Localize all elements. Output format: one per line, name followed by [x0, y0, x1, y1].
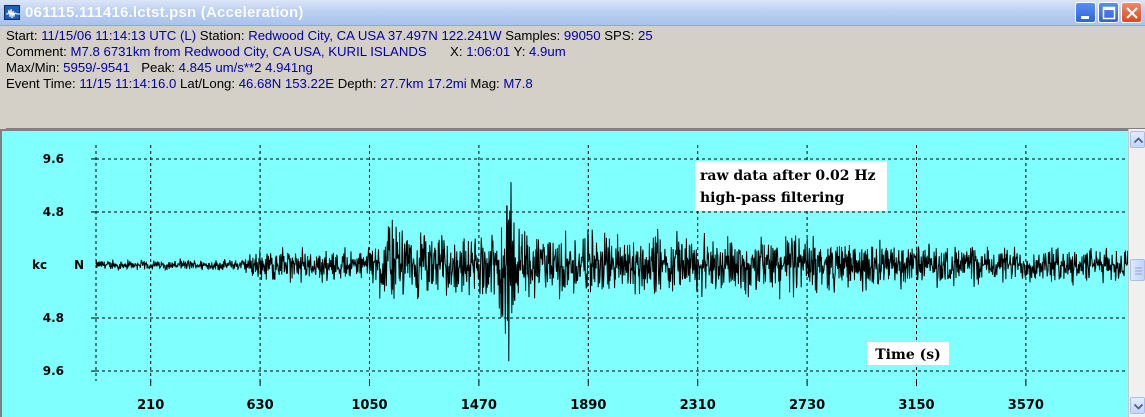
minimize-icon [1081, 16, 1089, 19]
station-value: Redwood City, CA USA 37.497N 122.241W [248, 28, 502, 43]
seismogram-plot[interactable]: 210 630 1050 1470 1890 2310 2730 3150 3570 9.6 4.8… [0, 129, 1128, 417]
x-axis-label-box [867, 342, 949, 365]
seismograph-app-icon[interactable] [4, 5, 20, 20]
sps-label: SPS: [604, 28, 635, 43]
annotation-box [695, 161, 887, 211]
info-line-maxmin: Max/Min: 5959/-9541 Peak: 4.845 um/s**2 … [6, 60, 1145, 76]
cursor-y-label: Y: [513, 44, 526, 59]
info-line-event: Event Time: 11/15 11:14:16.0 Lat/Long: 4… [6, 76, 1145, 92]
event-time-label: Event Time: [6, 76, 76, 91]
x-tick-label: 630 [247, 398, 274, 413]
cursor-y-value: 4.9um [529, 44, 566, 59]
close-icon [1126, 7, 1138, 19]
x-tick-label: 210 [137, 398, 164, 413]
scroll-down-button[interactable] [1130, 397, 1145, 414]
x-tick-label: 3570 [1008, 398, 1044, 413]
maxmin-value: 5959/-9541 [63, 60, 130, 75]
maximize-icon [1102, 6, 1116, 20]
start-value: 11/15/06 11:14:13 UTC (L) [41, 28, 197, 43]
y-tick-label: 4.8 [43, 205, 64, 219]
y-tick-label: 9.6 [43, 152, 64, 166]
annotation-line: high-pass filtering [700, 190, 845, 206]
sps-value: 25 [637, 28, 653, 43]
scroll-up-arrow-icon [1133, 137, 1144, 144]
scroll-down-arrow-icon [1133, 403, 1144, 410]
recording-info-panel: Start: 11/15/06 11:14:13 UTC (L) Station… [6, 26, 1145, 129]
title-bar[interactable]: 061115.111416.lctst.psn (Acceleration) [0, 0, 1145, 26]
x-tick-label: 1890 [570, 398, 606, 413]
channel-label: N [74, 258, 84, 272]
station-label: Station: [199, 28, 245, 43]
vertical-scrollbar[interactable] [1128, 129, 1145, 417]
maxmin-label: Max/Min: [6, 60, 60, 75]
y-tick-label: 9.6 [43, 364, 64, 378]
scroll-thumb[interactable] [1130, 259, 1145, 281]
info-line-comment: Comment: M7.8 6731km from Redwood City, … [6, 44, 1145, 60]
x-axis-label: Time (s) [875, 347, 940, 363]
close-button[interactable] [1121, 2, 1142, 23]
cursor-x-value: 1:06:01 [466, 44, 511, 59]
minimize-button[interactable] [1075, 2, 1096, 23]
scroll-thumb-grip-icon [1135, 267, 1142, 275]
seismic-trace-line [95, 182, 1128, 362]
samples-label: Samples: [505, 28, 561, 43]
mag-label: Mag: [470, 76, 500, 91]
scroll-up-button[interactable] [1130, 131, 1145, 148]
window-title: 061115.111416.lctst.psn (Acceleration) [25, 4, 304, 21]
x-tick-label: 1470 [461, 398, 497, 413]
cursor-x-label: X: [450, 44, 463, 59]
depth-label: Depth: [337, 76, 377, 91]
y-axis-label: kc [32, 258, 47, 272]
comment-value: M7.8 6731km from Redwood City, CA USA, K… [70, 44, 427, 59]
x-tick-label: 1050 [351, 398, 387, 413]
samples-value: 99050 [563, 28, 601, 43]
y-tick-label: 4.8 [43, 311, 64, 325]
comment-label: Comment: [6, 44, 67, 59]
info-line-start: Start: 11/15/06 11:14:13 UTC (L) Station… [6, 28, 1145, 44]
maximize-button[interactable] [1098, 2, 1119, 23]
latlong-label: Lat/Long: [180, 76, 236, 91]
x-tick-label: 3150 [898, 398, 934, 413]
annotation-line: raw data after 0.02 Hz [700, 168, 876, 184]
depth-value: 27.7km 17.2mi [380, 76, 467, 91]
x-tick-label: 2730 [789, 398, 825, 413]
x-tick-label: 2310 [680, 398, 716, 413]
peak-label: Peak: [141, 60, 175, 75]
peak-value: 4.845 um/s**2 4.941ng [178, 60, 313, 75]
event-time-value: 11/15 11:14:16.0 [79, 76, 177, 91]
seismogram-chart[interactable]: 210 630 1050 1470 1890 2310 2730 3150 3570 9.6 4.8… [2, 131, 1128, 417]
latlong-value: 46.68N 153.22E [238, 76, 335, 91]
start-label: Start: [6, 28, 38, 43]
mag-value: M7.8 [503, 76, 533, 91]
